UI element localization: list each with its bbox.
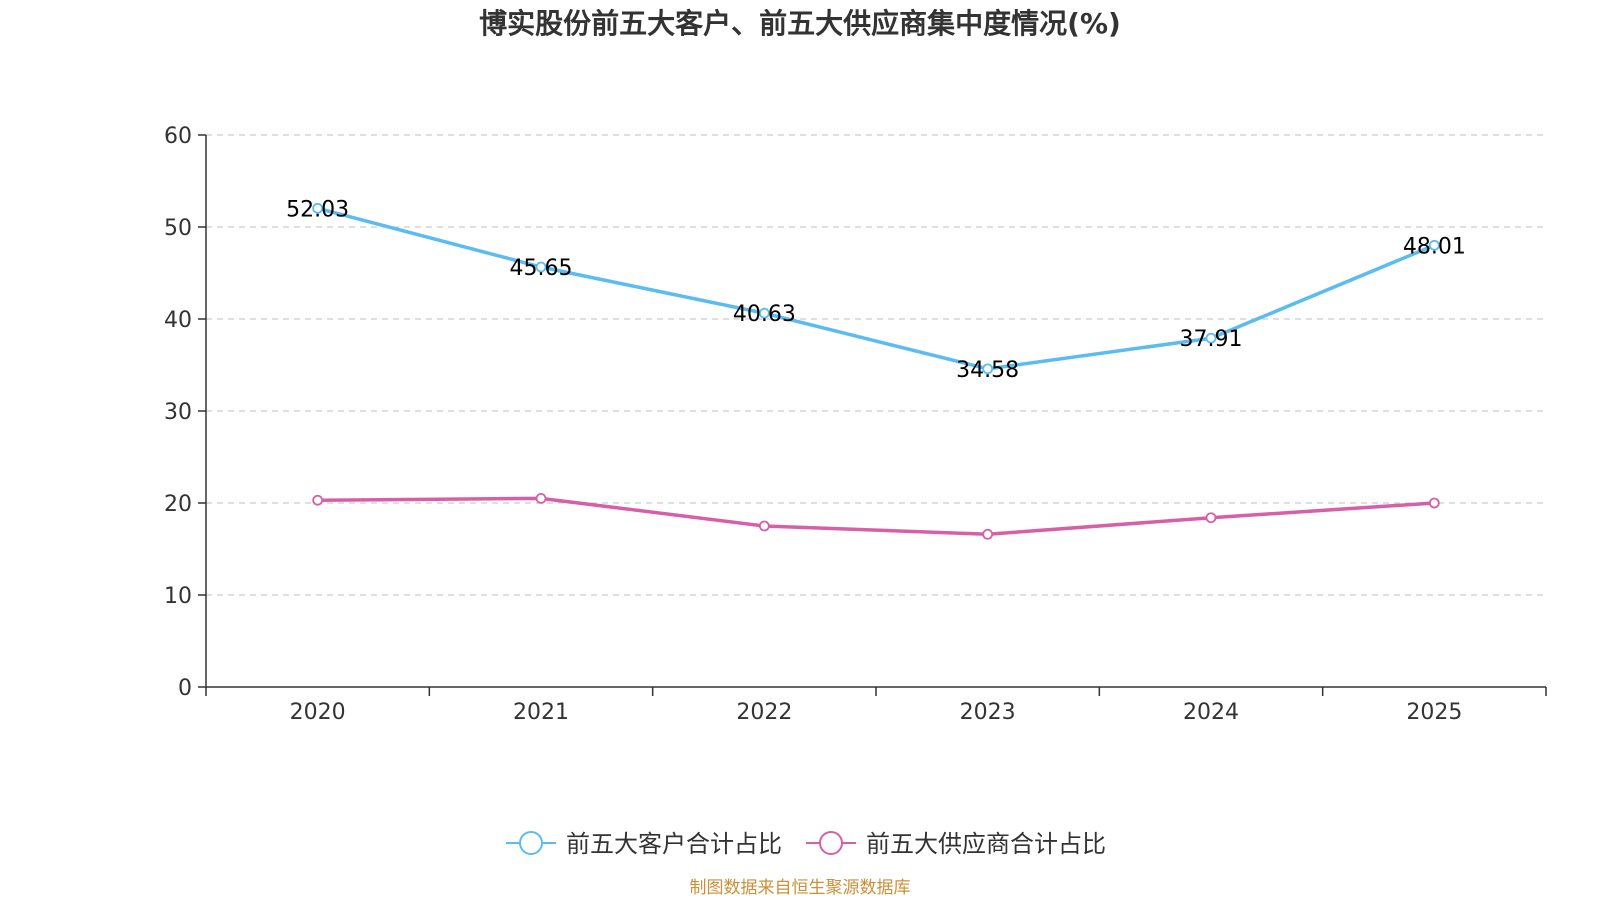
data-point[interactable] bbox=[312, 202, 324, 214]
chart-title: 博实股份前五大客户、前五大供应商集中度情况(%) bbox=[479, 7, 1121, 40]
data-label: 37.91 bbox=[1180, 327, 1243, 352]
legend[interactable]: 前五大客户合计占比 前五大供应商合计占比 bbox=[506, 830, 1106, 858]
data-point[interactable] bbox=[758, 520, 770, 532]
data-point[interactable] bbox=[535, 492, 547, 504]
data-label: 45.65 bbox=[510, 256, 573, 281]
x-tick-label: 2024 bbox=[1183, 700, 1239, 725]
data-label: 48.01 bbox=[1403, 234, 1466, 259]
y-tick-label: 10 bbox=[164, 584, 192, 609]
x-tick-label: 2021 bbox=[513, 700, 569, 725]
x-tick-label: 2025 bbox=[1406, 700, 1462, 725]
series-line-1 bbox=[317, 496, 1435, 537]
data-point[interactable] bbox=[312, 494, 324, 506]
data-point[interactable] bbox=[982, 363, 994, 375]
data-point[interactable] bbox=[1428, 239, 1440, 251]
source-note: 制图数据来自恒生聚源数据库 bbox=[690, 878, 911, 898]
data-point[interactable] bbox=[982, 528, 994, 540]
series-layer bbox=[312, 202, 1440, 540]
data-point[interactable] bbox=[535, 261, 547, 273]
data-point[interactable] bbox=[758, 307, 770, 319]
legend-marker-icon bbox=[519, 831, 543, 855]
data-point[interactable] bbox=[1205, 512, 1217, 524]
y-tick-label: 20 bbox=[164, 492, 192, 517]
x-tick-label: 2023 bbox=[960, 700, 1016, 725]
data-point[interactable] bbox=[1205, 332, 1217, 344]
x-tick-label: 2022 bbox=[736, 700, 792, 725]
y-tick-label: 50 bbox=[164, 216, 192, 241]
series-line-0 bbox=[317, 206, 1436, 371]
x-tick-label: 2020 bbox=[290, 700, 346, 725]
data-labels: 52.03 45.65 40.63 34.58 37.91 48.01 bbox=[286, 197, 1466, 383]
data-label: 40.63 bbox=[733, 302, 796, 327]
data-label: 34.58 bbox=[956, 358, 1019, 383]
y-tick-label: 0 bbox=[178, 676, 192, 701]
y-tick-label: 40 bbox=[164, 308, 192, 333]
data-label: 52.03 bbox=[286, 197, 349, 222]
grid-lines bbox=[206, 134, 1546, 596]
legend-label[interactable]: 前五大供应商合计占比 bbox=[866, 830, 1106, 858]
y-tick-label: 60 bbox=[164, 124, 192, 149]
legend-label[interactable]: 前五大客户合计占比 bbox=[566, 830, 782, 858]
data-point[interactable] bbox=[1428, 497, 1440, 509]
y-tick-label: 30 bbox=[164, 400, 192, 425]
legend-marker-icon bbox=[819, 831, 843, 855]
axes: 0 10 20 30 40 50 60 2020 2021 2022 2023 2024 2025 bbox=[164, 124, 1547, 725]
